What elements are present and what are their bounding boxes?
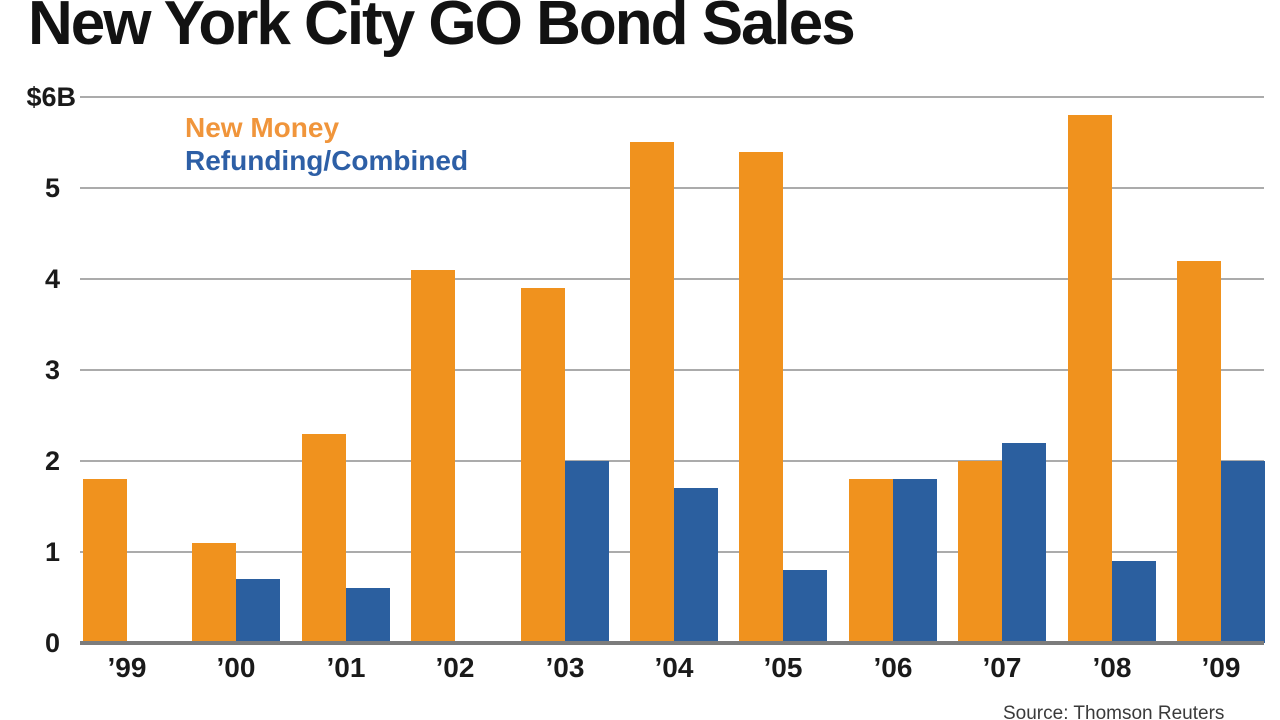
x-axis-label: ’02 xyxy=(435,652,475,683)
x-axis-label: ’00 xyxy=(216,652,256,683)
bar-new-money xyxy=(958,461,1002,643)
bar-group xyxy=(849,97,937,643)
y-tick-label: 0 xyxy=(44,628,60,658)
bar-new-money xyxy=(1177,261,1221,643)
bar-new-money xyxy=(739,152,783,643)
y-tick-label: 5 xyxy=(44,173,60,203)
source-note: Source: Thomson Reuters xyxy=(1003,703,1225,720)
x-axis-label: ’05 xyxy=(763,652,803,683)
y-tick-label: 3 xyxy=(44,355,60,385)
legend-item-new-money: New Money xyxy=(185,112,340,143)
bar-refunding xyxy=(1221,461,1265,643)
bar-refunding xyxy=(674,488,718,643)
bar-group xyxy=(1177,97,1265,643)
bar-refunding xyxy=(1112,561,1156,643)
x-axis-label: ’07 xyxy=(982,652,1022,683)
bar-group xyxy=(192,97,280,643)
bar-group xyxy=(958,97,1046,643)
y-tick-label: 4 xyxy=(44,264,60,294)
y-tick-label: 2 xyxy=(44,446,60,476)
legend: New Money Refunding/Combined xyxy=(185,111,468,177)
y-tick-label: $6B xyxy=(26,82,76,112)
bar-new-money xyxy=(849,479,893,643)
x-axis-label: ’06 xyxy=(873,652,913,683)
bar-refunding xyxy=(236,579,280,643)
gridline xyxy=(80,96,1264,98)
bar-group xyxy=(630,97,718,643)
bar-group xyxy=(302,97,390,643)
bar-group xyxy=(1068,97,1156,643)
bar-group xyxy=(411,97,499,643)
bar-new-money xyxy=(83,479,127,643)
bar-refunding xyxy=(565,461,609,643)
legend-item-refunding: Refunding/Combined xyxy=(185,145,469,176)
bar-new-money xyxy=(192,543,236,643)
chart-title: New York City GO Bond Sales xyxy=(28,0,856,58)
bar-new-money xyxy=(521,288,565,643)
x-axis-line xyxy=(80,641,1264,645)
bar-refunding xyxy=(346,588,390,643)
plot-area: $6B 5 4 3 2 1 0 ’99 ’00 ’01 ’02 ’03 ’04 ’05 ’06 ’07 ’08 ’… xyxy=(0,82,1280,683)
bar-group xyxy=(521,97,609,643)
bar-group xyxy=(83,97,171,643)
bar-new-money xyxy=(411,270,455,643)
bar-refunding xyxy=(783,570,827,643)
x-axis-label: ’04 xyxy=(654,652,694,683)
bar-refunding xyxy=(893,479,937,643)
bar-new-money xyxy=(630,142,674,643)
x-axis-label: ’99 xyxy=(107,652,147,683)
x-axis-label: ’03 xyxy=(545,652,585,683)
bar-group xyxy=(739,97,827,643)
y-tick-label: 1 xyxy=(44,537,60,567)
x-axis-label: ’09 xyxy=(1201,652,1241,683)
x-axis-label: ’01 xyxy=(326,652,366,683)
bar-new-money xyxy=(302,434,346,643)
x-axis-label: ’08 xyxy=(1092,652,1132,683)
bar-new-money xyxy=(1068,115,1112,643)
bar-refunding xyxy=(1002,443,1046,643)
